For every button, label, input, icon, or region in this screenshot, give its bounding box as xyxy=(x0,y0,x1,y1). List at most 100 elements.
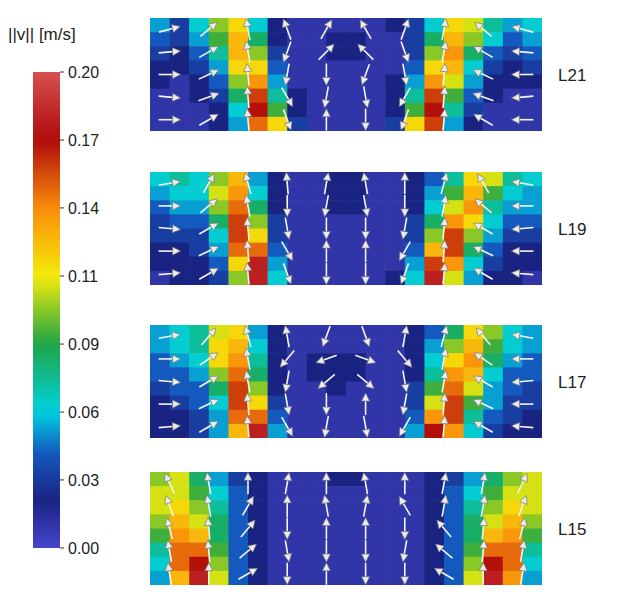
velocity-arrow xyxy=(399,242,410,261)
arrow-head xyxy=(476,328,484,337)
velocity-arrow xyxy=(159,400,181,408)
speed-cell xyxy=(228,571,248,585)
speed-cell xyxy=(464,382,484,397)
speed-cell xyxy=(287,382,307,397)
speed-cell xyxy=(228,75,248,90)
velocity-arrow xyxy=(200,199,217,213)
velocity-arrow xyxy=(357,374,374,388)
velocity-arrow xyxy=(159,116,181,124)
speed-cell xyxy=(522,339,542,354)
arrow-shaft xyxy=(203,181,210,193)
velocity-arrow xyxy=(244,64,252,86)
arrow-shaft xyxy=(326,540,328,554)
speed-cell xyxy=(444,557,464,572)
speed-cell xyxy=(150,257,170,272)
arrow-head xyxy=(441,495,449,504)
speed-cell xyxy=(326,571,346,585)
arrow-head xyxy=(511,400,519,408)
velocity-arrow xyxy=(243,326,251,347)
speed-cell xyxy=(385,514,405,529)
colorbar-tick xyxy=(60,412,64,413)
speed-cell xyxy=(209,382,229,397)
arrow-shaft xyxy=(159,205,173,207)
speed-cell xyxy=(346,339,366,354)
arrow-head xyxy=(172,378,180,386)
velocity-arrow xyxy=(362,518,370,540)
speed-cell xyxy=(464,529,484,544)
velocity-arrow xyxy=(400,263,409,284)
speed-cell xyxy=(503,367,523,382)
colorbar-tick-label: 0.06 xyxy=(68,404,99,421)
speed-cell xyxy=(268,32,288,47)
arrow-head xyxy=(173,71,181,79)
arrow-head xyxy=(437,520,445,529)
speed-cell xyxy=(366,410,386,425)
arrow-shaft xyxy=(518,481,524,494)
speed-cell xyxy=(503,243,523,258)
arrow-head xyxy=(436,544,445,552)
arrow-shaft xyxy=(243,503,250,515)
speed-cell xyxy=(189,60,209,75)
speed-cell xyxy=(346,229,366,244)
arrow-head xyxy=(440,64,448,72)
arrow-head xyxy=(244,41,252,50)
arrow-head xyxy=(473,70,482,77)
speed-cell xyxy=(424,271,444,285)
speed-cell xyxy=(209,186,229,201)
velocity-arrow xyxy=(362,326,371,347)
arrow-head xyxy=(165,473,172,482)
velocity-arrow xyxy=(400,540,408,562)
speed-cell xyxy=(326,75,346,90)
velocity-arrow xyxy=(244,348,252,370)
arrow-shaft xyxy=(159,273,173,274)
arrow-shaft xyxy=(199,250,212,256)
velocity-arrow xyxy=(204,495,212,517)
velocity-arrow xyxy=(284,393,292,415)
speed-cell xyxy=(522,103,542,118)
velocity-arrow xyxy=(401,563,409,585)
velocity-arrow xyxy=(283,563,291,585)
arrow-shaft xyxy=(482,181,489,193)
velocity-arrow xyxy=(440,86,448,108)
arrow-head xyxy=(511,422,519,430)
speed-cell xyxy=(170,325,190,340)
arrow-shaft xyxy=(481,204,492,213)
arrow-shaft xyxy=(365,180,367,194)
velocity-arrow xyxy=(474,376,493,387)
arrow-head xyxy=(361,472,369,481)
arrow-head xyxy=(171,25,180,33)
velocity-arrow xyxy=(441,195,449,217)
velocity-arrow xyxy=(400,218,408,240)
arrow-head xyxy=(474,46,483,53)
arrow-head xyxy=(282,53,290,62)
arrow-shaft xyxy=(247,180,251,194)
arrow-head xyxy=(244,18,252,27)
velocity-arrow xyxy=(322,416,330,438)
arrow-head xyxy=(474,223,483,230)
speed-cell xyxy=(326,32,346,47)
arrow-shaft xyxy=(365,109,367,123)
velocity-arrow xyxy=(159,93,181,101)
arrow-shaft xyxy=(482,548,483,562)
arrow-head xyxy=(441,173,449,182)
arrow-shaft xyxy=(285,350,294,361)
velocity-arrow xyxy=(199,376,218,387)
speed-cell xyxy=(268,367,288,382)
velocity-arrow xyxy=(479,563,487,585)
arrow-head xyxy=(367,356,376,364)
velocity-arrow xyxy=(362,195,370,217)
arrow-shaft xyxy=(441,180,445,194)
arrow-head xyxy=(248,544,257,552)
velocity-arrow xyxy=(283,371,291,393)
speed-cell xyxy=(366,186,386,201)
arrow-shaft xyxy=(404,180,406,194)
speed-cell xyxy=(366,214,386,229)
speed-cell xyxy=(150,60,170,75)
arrow-head xyxy=(400,275,408,284)
speed-cell xyxy=(248,75,268,90)
velocity-arrow xyxy=(322,86,330,108)
speed-cell xyxy=(424,229,444,244)
speed-cell xyxy=(326,117,346,131)
arrow-shaft xyxy=(519,403,533,405)
arrow-shaft xyxy=(324,180,326,194)
